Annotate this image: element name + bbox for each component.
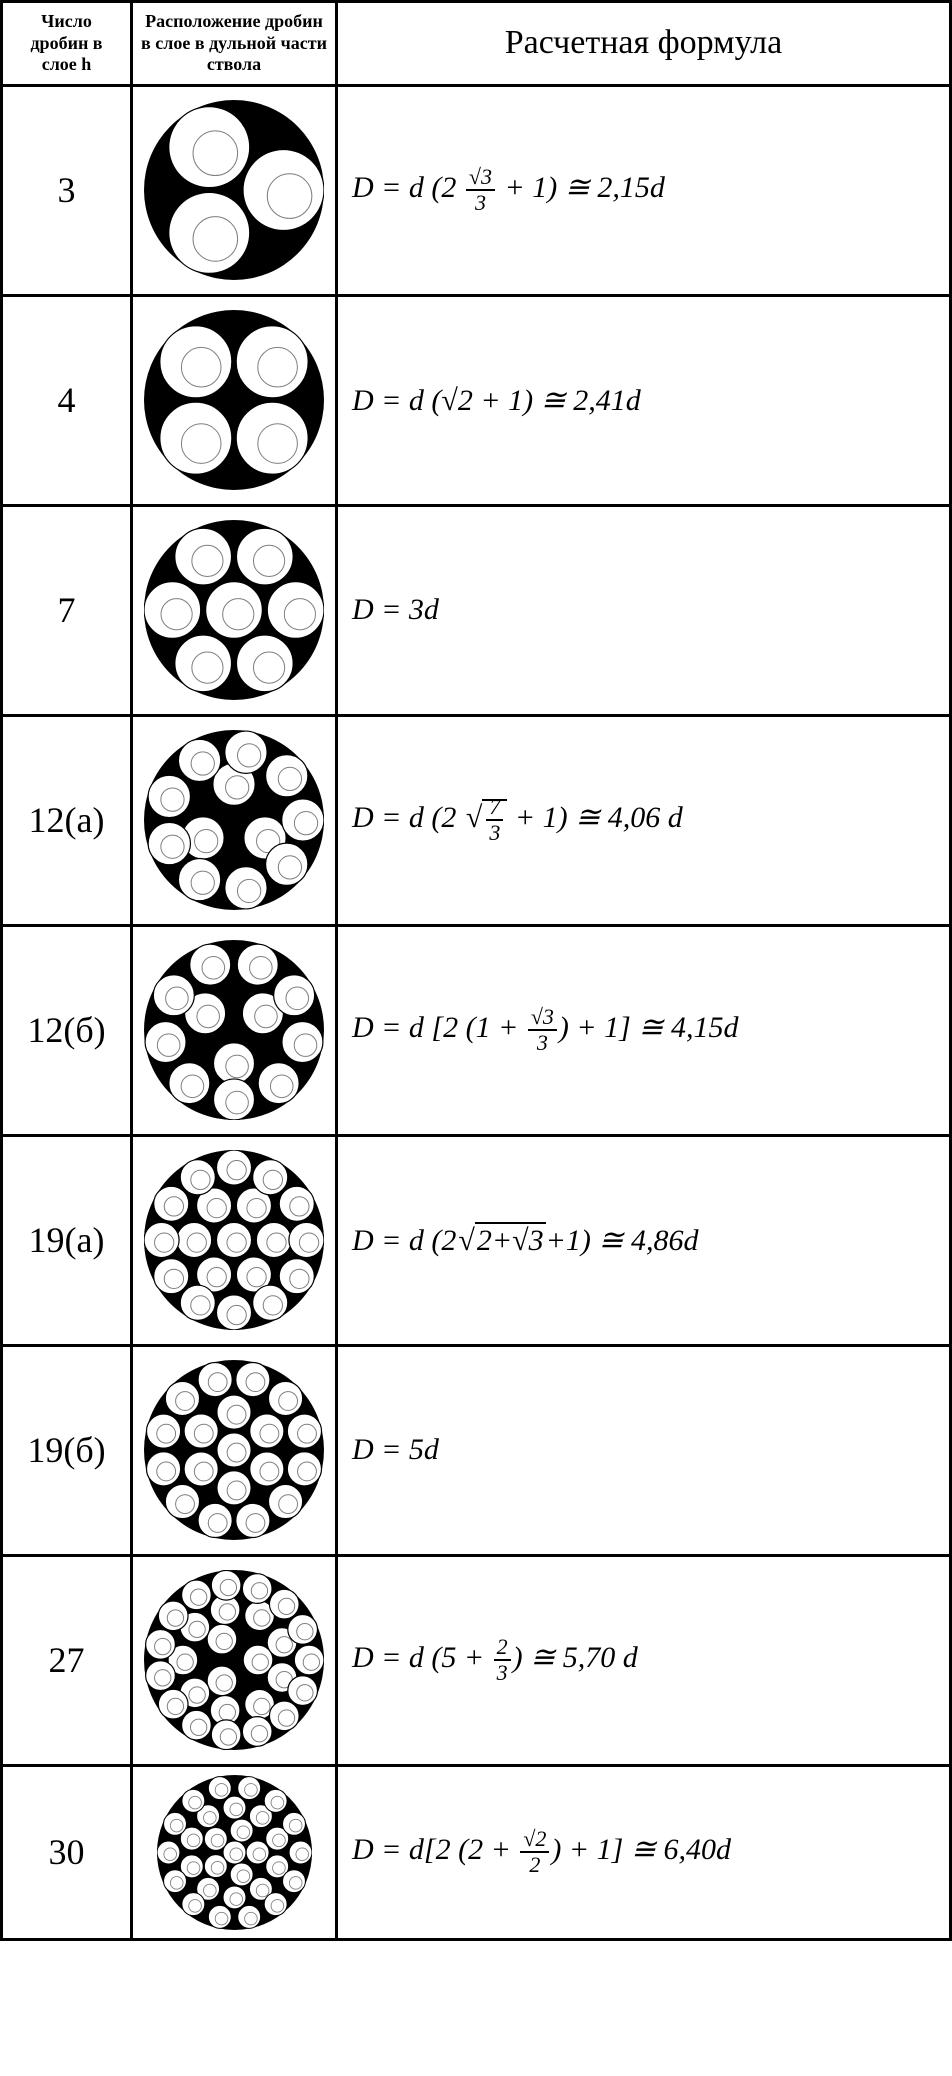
formula-cell: D = d (22+√3+1) ≅ 4,86d [337,1135,951,1345]
pellet-count: 4 [2,295,132,505]
formula-cell: D = d (√2 + 1) ≅ 2,41d [337,295,951,505]
table-row: 7 D = 3d [2,505,951,715]
pellet-count: 27 [2,1555,132,1765]
formula-cell: D = d (2 73 + 1) ≅ 4,06 d [337,715,951,925]
table-body: 3 D = d (2 √33 + 1) ≅ 2,15d 4 D = d (√2 + 1… [2,85,951,1939]
header-row: Число дробин в слое h Расположение дроби… [2,2,951,86]
pellet-formula-table: Число дробин в слое h Расположение дроби… [0,0,952,1941]
table-row: 19(а) D = d (22+√3+1) ≅ 4,86d [2,1135,951,1345]
pellet-diagram [132,1555,337,1765]
formula-cell: D = d (2 √33 + 1) ≅ 2,15d [337,85,951,295]
pellet-diagram [132,295,337,505]
header-formula: Расчетная формула [337,2,951,86]
pellet-count: 19(а) [2,1135,132,1345]
pellet-diagram [132,1345,337,1555]
pellet-diagram [132,1135,337,1345]
pellet-count: 19(б) [2,1345,132,1555]
formula-cell: D = d[2 (2 + √22) + 1] ≅ 6,40d [337,1765,951,1939]
pellet-count: 7 [2,505,132,715]
header-layout: Расположение дробин в слое в дульной час… [132,2,337,86]
pellet-diagram [132,1765,337,1939]
pellet-count: 12(б) [2,925,132,1135]
pellet-count: 3 [2,85,132,295]
formula-cell: D = 3d [337,505,951,715]
table-row: 4 D = d (√2 + 1) ≅ 2,41d [2,295,951,505]
formula-cell: D = d [2 (1 + √33) + 1] ≅ 4,15d [337,925,951,1135]
header-count: Число дробин в слое h [2,2,132,86]
table-row: 19(б) D = 5d [2,1345,951,1555]
pellet-diagram [132,925,337,1135]
formula-cell: D = 5d [337,1345,951,1555]
pellet-diagram [132,85,337,295]
formula-cell: D = d (5 + 23) ≅ 5,70 d [337,1555,951,1765]
pellet-count: 12(а) [2,715,132,925]
table-row: 12(а) D = d (2 73 + 1) ≅ 4,06 d [2,715,951,925]
pellet-diagram [132,715,337,925]
table-row: 30 D = d[2 (2 + √22) + 1] ≅ 6,40d [2,1765,951,1939]
table-row: 3 D = d (2 √33 + 1) ≅ 2,15d [2,85,951,295]
pellet-diagram [132,505,337,715]
pellet-count: 30 [2,1765,132,1939]
table-row: 12(б) D = d [2 (1 + √33) + 1] ≅ 4,15d [2,925,951,1135]
table-row: 27 D = d (5 + 23) ≅ 5,70 d [2,1555,951,1765]
